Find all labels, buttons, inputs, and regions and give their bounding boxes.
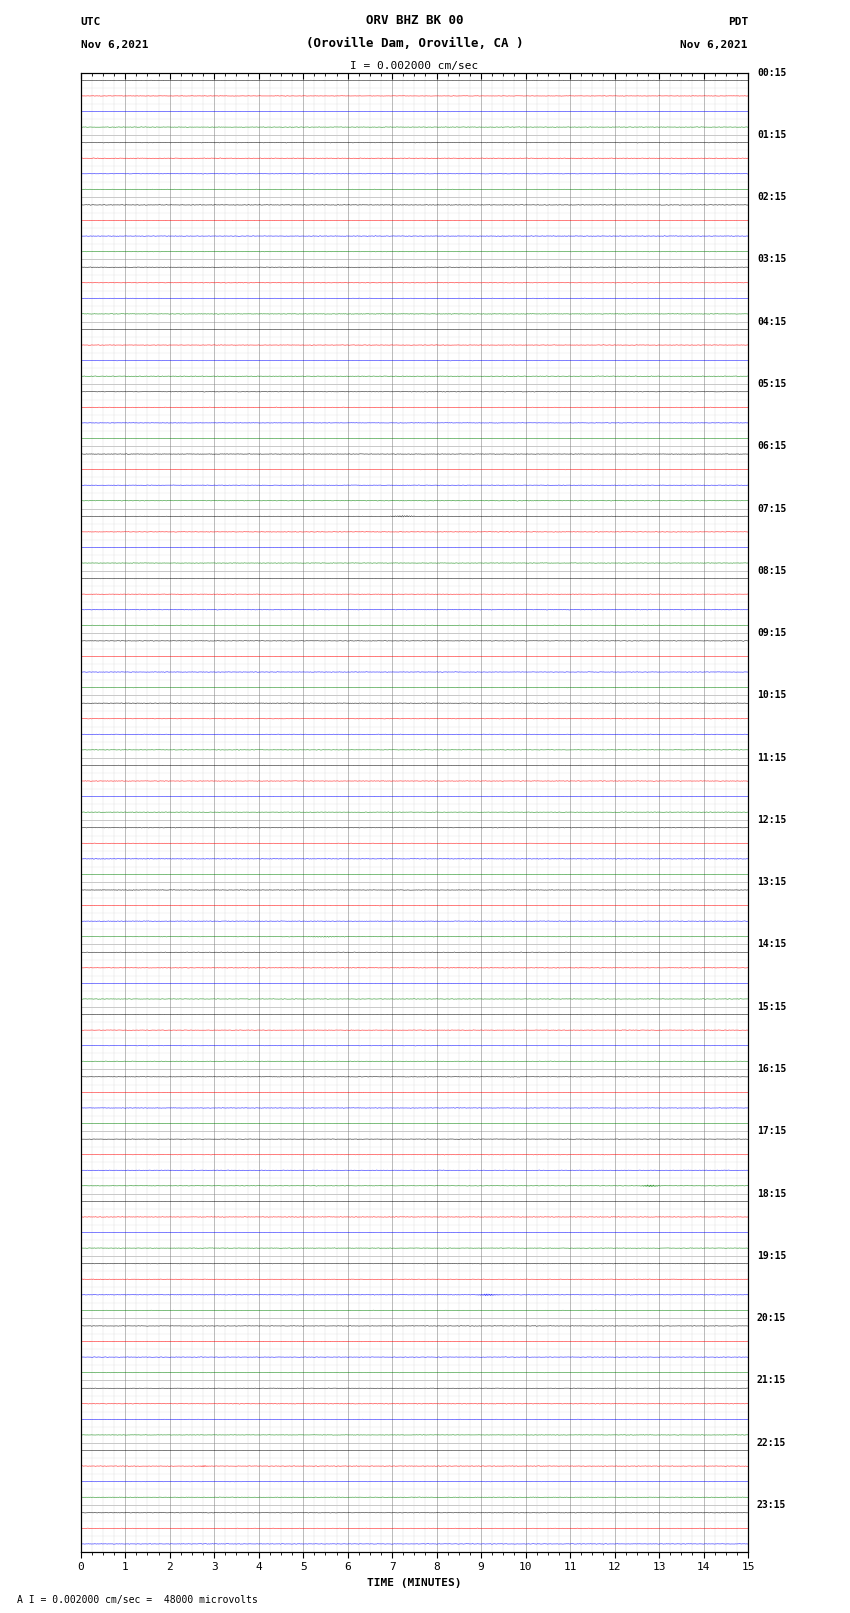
- Text: 17:15: 17:15: [756, 1126, 786, 1136]
- Text: 06:15: 06:15: [756, 442, 786, 452]
- Text: PDT: PDT: [728, 18, 748, 27]
- X-axis label: TIME (MINUTES): TIME (MINUTES): [367, 1578, 462, 1587]
- Text: Nov 6,2021: Nov 6,2021: [681, 40, 748, 50]
- Text: 02:15: 02:15: [756, 192, 786, 202]
- Text: 10:15: 10:15: [756, 690, 786, 700]
- Text: 19:15: 19:15: [756, 1252, 786, 1261]
- Text: 23:15: 23:15: [756, 1500, 786, 1510]
- Text: 03:15: 03:15: [756, 255, 786, 265]
- Text: 22:15: 22:15: [756, 1437, 786, 1448]
- Text: 13:15: 13:15: [756, 877, 786, 887]
- Text: 12:15: 12:15: [756, 815, 786, 824]
- Text: 21:15: 21:15: [756, 1376, 786, 1386]
- Text: 08:15: 08:15: [756, 566, 786, 576]
- Text: 01:15: 01:15: [756, 131, 786, 140]
- Text: 11:15: 11:15: [756, 753, 786, 763]
- Text: (Oroville Dam, Oroville, CA ): (Oroville Dam, Oroville, CA ): [306, 37, 523, 50]
- Text: ORV BHZ BK 00: ORV BHZ BK 00: [366, 15, 463, 27]
- Text: 15:15: 15:15: [756, 1002, 786, 1011]
- Text: 18:15: 18:15: [756, 1189, 786, 1198]
- Text: 14:15: 14:15: [756, 939, 786, 950]
- Text: 00:15: 00:15: [756, 68, 786, 77]
- Text: 07:15: 07:15: [756, 503, 786, 513]
- Text: Nov 6,2021: Nov 6,2021: [81, 40, 148, 50]
- Text: 05:15: 05:15: [756, 379, 786, 389]
- Text: I = 0.002000 cm/sec: I = 0.002000 cm/sec: [350, 61, 479, 71]
- Text: 16:15: 16:15: [756, 1065, 786, 1074]
- Text: 04:15: 04:15: [756, 316, 786, 327]
- Text: 20:15: 20:15: [756, 1313, 786, 1323]
- Text: A I = 0.002000 cm/sec =  48000 microvolts: A I = 0.002000 cm/sec = 48000 microvolts: [17, 1595, 258, 1605]
- Text: 09:15: 09:15: [756, 627, 786, 639]
- Text: UTC: UTC: [81, 18, 101, 27]
